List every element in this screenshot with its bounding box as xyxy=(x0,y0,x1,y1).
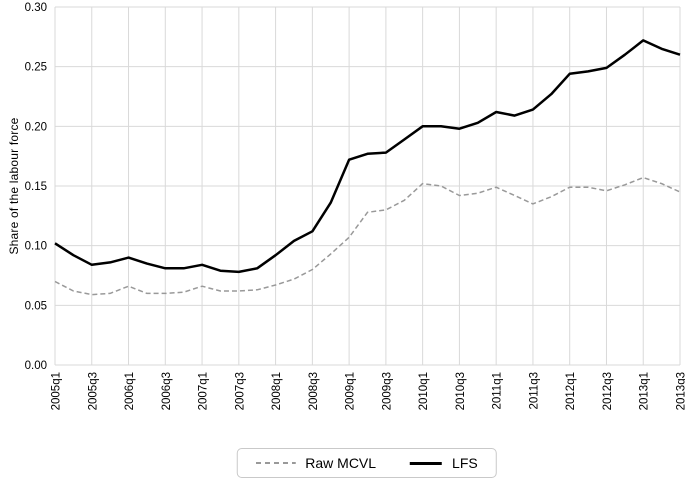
y-tick-label: 0.00 xyxy=(25,360,47,372)
y-tick-label: 0.15 xyxy=(25,181,47,193)
x-tick-label: 2006q3 xyxy=(161,372,173,410)
x-tick-label: 2009q1 xyxy=(345,372,357,410)
y-tick-label: 0.25 xyxy=(25,62,47,74)
x-tick-label: 2007q3 xyxy=(234,372,246,410)
x-tick-label: 2010q3 xyxy=(455,372,467,410)
legend: Raw MCVL LFS xyxy=(236,448,497,478)
x-tick-label: 2009q3 xyxy=(381,372,393,410)
y-tick-label: 0.30 xyxy=(25,2,47,14)
y-axis-title: Share of the labour force xyxy=(7,117,21,255)
dashed-line-swatch-icon xyxy=(255,462,296,464)
y-tick-label: 0.20 xyxy=(25,121,47,133)
x-tick-label: 2005q3 xyxy=(87,372,99,410)
x-tick-label: 2011q1 xyxy=(492,372,504,410)
x-tick-label: 2008q1 xyxy=(271,372,283,410)
x-tick-label: 2006q1 xyxy=(124,372,136,410)
x-tick-label: 2013q3 xyxy=(676,372,685,410)
x-tick-label: 2010q1 xyxy=(418,372,430,410)
series-line-lfs xyxy=(54,39,681,274)
y-tick-label: 0.05 xyxy=(25,300,47,312)
solid-line-swatch-icon xyxy=(410,461,443,465)
x-tick-label: 2013q1 xyxy=(639,372,651,410)
x-tick-label: 2008q3 xyxy=(308,372,320,410)
legend-label-lfs: LFS xyxy=(452,455,478,471)
x-tick-label: 2012q3 xyxy=(602,372,614,410)
x-tick-label: 2012q1 xyxy=(565,372,577,410)
legend-entry-raw-mcvl: Raw MCVL xyxy=(255,456,376,470)
legend-entry-lfs: LFS xyxy=(410,456,478,470)
x-tick-label: 2007q1 xyxy=(198,372,210,410)
y-tick-label: 0.10 xyxy=(25,241,47,253)
x-tick-label: 2011q3 xyxy=(528,372,540,410)
x-tick-label: 2005q1 xyxy=(51,372,63,410)
legend-label-raw-mcvl: Raw MCVL xyxy=(305,455,377,471)
series-line-raw-mcvl xyxy=(54,176,681,296)
